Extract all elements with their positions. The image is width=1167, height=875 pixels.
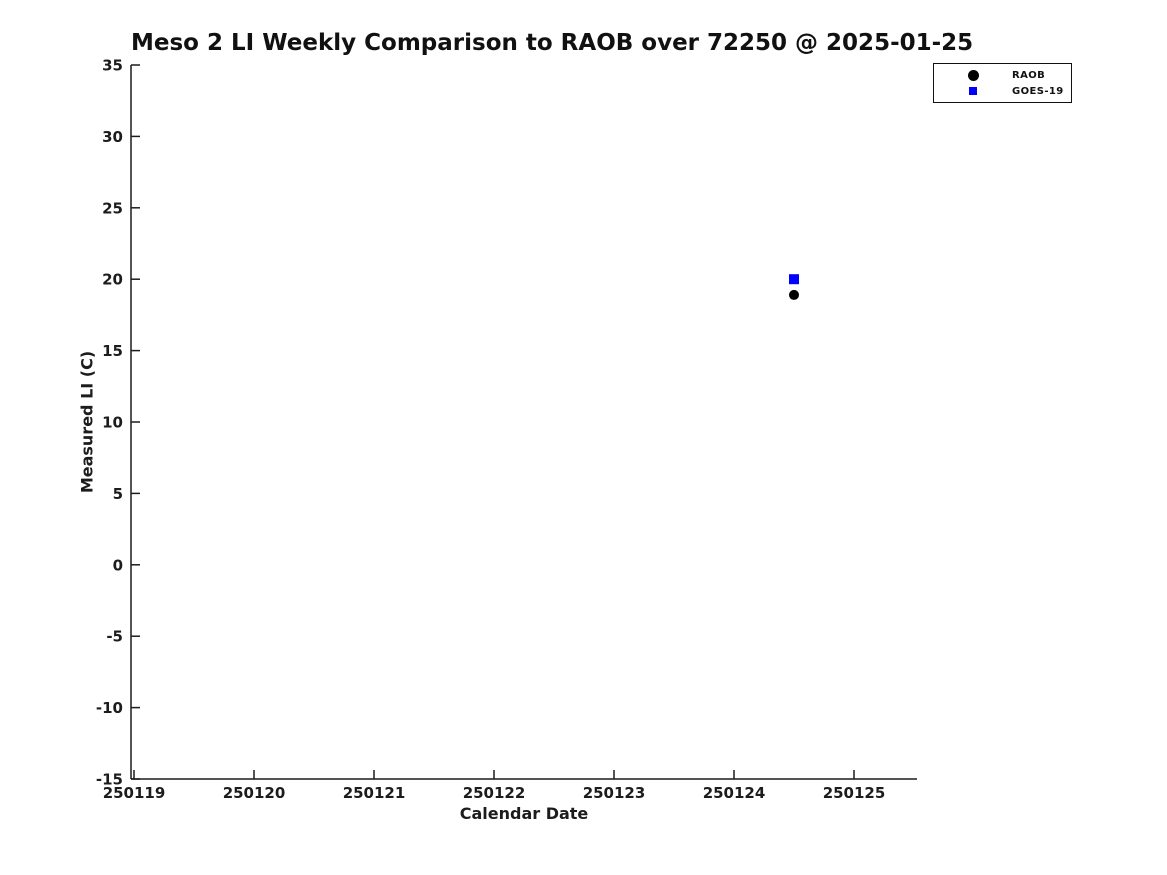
legend-label: RAOB [1012,69,1046,81]
y-axis-label: Measured LI (C) [77,350,97,494]
legend-marker-cell [934,87,1012,95]
x-tick-label: 250121 [343,784,406,802]
x-tick-label: 250124 [703,784,766,802]
legend: RAOB GOES-19 [933,63,1072,103]
legend-marker-cell [934,69,1012,81]
y-tick-label: 25 [102,199,123,217]
y-tick-label: 20 [102,271,123,289]
legend-label: GOES-19 [1012,85,1064,97]
y-tick-label: -5 [106,628,123,646]
y-tick-label: 0 [113,556,123,574]
legend-entry: RAOB [934,67,1071,83]
x-tick-label: 250123 [583,784,646,802]
y-tick-label: -15 [96,771,123,789]
y-tick-label: 5 [113,485,123,503]
x-tick-label: 250120 [223,784,286,802]
legend-entry: GOES-19 [934,83,1071,99]
x-axis-label: Calendar Date [459,804,589,823]
y-tick-label: -10 [96,699,123,717]
y-tick-label: 35 [102,57,123,75]
chart-title: Meso 2 LI Weekly Comparison to RAOB over… [131,30,974,56]
y-tick-label: 30 [102,128,123,146]
data-point-raob [789,289,799,300]
x-tick-label: 250122 [463,784,526,802]
y-tick-label: 10 [102,414,123,432]
raob-marker-icon [967,69,979,81]
x-tick-label: 250119 [103,784,166,802]
x-tick-label: 250125 [823,784,886,802]
y-tick-label: 15 [102,342,123,360]
data-point-goes-19 [789,274,799,285]
goes-19-marker-icon [969,87,977,95]
